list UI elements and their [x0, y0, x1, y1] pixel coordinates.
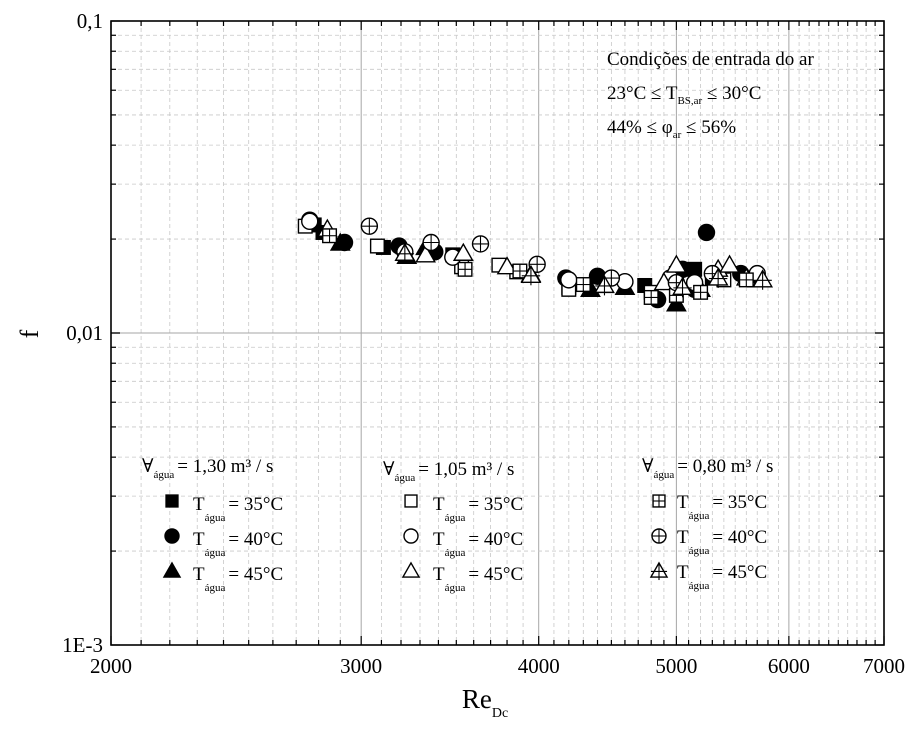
- legend-marker: [649, 561, 669, 581]
- legend-item-label: Tágua= 40°C: [433, 529, 523, 559]
- legend-marker: [162, 561, 182, 578]
- y-tick-label: 0,01: [66, 321, 103, 345]
- legend-item-label: Tágua= 40°C: [677, 527, 767, 557]
- axis-ticks: [110, 20, 885, 646]
- data-point: [369, 238, 385, 254]
- data-point: [452, 242, 474, 261]
- legend-marker: [403, 528, 419, 544]
- y-tick-labels: 1E-3 0,01 0,1: [62, 9, 103, 657]
- legend-marker: [652, 494, 666, 508]
- legend-item-label: Tágua= 45°C: [433, 564, 523, 594]
- legend-group-2: ∀água = 1,05 m³ / s Tágua= 35°C Tágua= 40…: [383, 459, 523, 594]
- data-point: [422, 233, 440, 252]
- legend-marker: [165, 494, 179, 508]
- data-point: [643, 289, 659, 305]
- legend-item-label: Tágua= 35°C: [433, 494, 523, 524]
- grid: [111, 21, 884, 645]
- x-tick-label: 2000: [90, 654, 132, 678]
- data-point: [301, 212, 319, 231]
- x-tick-label: 6000: [768, 654, 810, 678]
- legend-group-title: ∀água = 1,05 m³ / s: [383, 459, 514, 484]
- data-point: [707, 267, 729, 288]
- data-point: [672, 276, 693, 298]
- data-point: [693, 284, 709, 300]
- data-point: [394, 242, 416, 264]
- legend-item-label: Tágua= 35°C: [677, 492, 767, 522]
- data-point: [457, 261, 473, 277]
- data-points: [297, 211, 774, 312]
- x-tick-label: 3000: [340, 654, 382, 678]
- legend-item-label: Tágua= 35°C: [193, 494, 283, 524]
- y-tick-label: 0,1: [77, 9, 103, 33]
- data-point: [360, 217, 379, 235]
- legend-marker: [404, 494, 418, 508]
- legend-group-title: ∀água = 1,30 m³ / s: [142, 456, 273, 481]
- legend-group-title: ∀água = 0,80 m³ / s: [642, 456, 773, 481]
- data-point: [528, 255, 546, 274]
- x-tick-label: 7000: [863, 654, 905, 678]
- annotation-line-3: 44% ≤ φar ≤ 56%: [607, 117, 736, 141]
- data-point: [560, 271, 578, 289]
- y-axis-title: f: [15, 329, 44, 338]
- annotation-line-2: 23°C ≤ TBS,ar ≤ 30°C: [607, 83, 761, 107]
- legend: ∀água = 1,30 m³ / s Tágua= 35°C Tágua= 40…: [142, 456, 773, 594]
- data-point: [697, 223, 716, 242]
- legend-group-3: ∀água = 0,80 m³ / s Tágua= 35°C Tágua= 40…: [642, 456, 773, 592]
- y-tick-label: 1E-3: [62, 633, 103, 657]
- data-point: [575, 277, 591, 293]
- data-point: [512, 263, 528, 279]
- data-point: [520, 264, 542, 286]
- legend-marker: [164, 528, 180, 544]
- legend-marker: [401, 561, 421, 578]
- x-tick-labels: 2000 3000 4000 5000 6000 7000: [90, 654, 905, 678]
- data-point: [738, 272, 754, 288]
- data-point: [322, 228, 338, 244]
- legend-item-label: Tágua= 40°C: [193, 529, 283, 559]
- legend-marker: [651, 528, 667, 544]
- legend-group-1: ∀água = 1,30 m³ / s Tágua= 35°C Tágua= 40…: [142, 456, 283, 594]
- conditions-annotation: Condições de entrada do ar 23°C ≤ TBS,ar…: [607, 49, 814, 141]
- data-point: [665, 254, 687, 273]
- data-point: [496, 256, 518, 275]
- x-tick-label: 4000: [518, 654, 560, 678]
- data-point: [719, 254, 740, 273]
- x-tick-label: 5000: [655, 654, 697, 678]
- legend-item-label: Tágua= 45°C: [193, 564, 283, 594]
- data-point: [752, 269, 774, 290]
- data-point: [594, 274, 615, 296]
- legend-markers: [162, 494, 669, 581]
- data-point: [471, 235, 490, 253]
- legend-item-label: Tágua= 45°C: [677, 562, 767, 592]
- data-point: [415, 244, 436, 263]
- x-axis-title: ReDc: [462, 684, 508, 721]
- annotation-line-1: Condições de entrada do ar: [607, 49, 814, 70]
